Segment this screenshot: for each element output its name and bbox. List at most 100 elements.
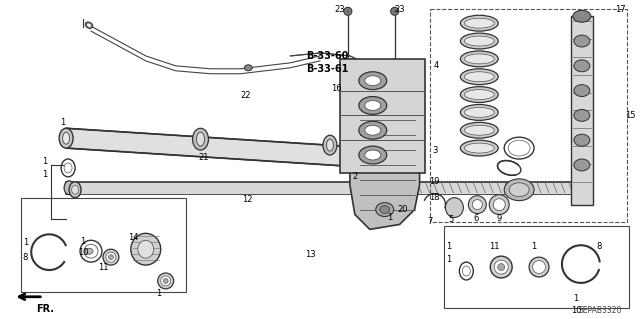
Text: 16: 16 xyxy=(331,84,341,93)
Text: 1: 1 xyxy=(573,294,579,303)
Ellipse shape xyxy=(574,134,590,146)
Ellipse shape xyxy=(574,181,584,195)
Text: B-33-61: B-33-61 xyxy=(306,64,348,74)
Ellipse shape xyxy=(508,140,530,156)
Ellipse shape xyxy=(460,105,498,120)
Text: 21: 21 xyxy=(198,152,209,161)
Ellipse shape xyxy=(460,122,498,138)
Text: 1: 1 xyxy=(446,255,451,263)
Ellipse shape xyxy=(445,198,463,218)
Text: 8: 8 xyxy=(22,253,28,262)
Ellipse shape xyxy=(380,205,390,213)
Ellipse shape xyxy=(494,260,508,274)
Ellipse shape xyxy=(359,97,387,115)
Ellipse shape xyxy=(390,7,399,15)
Text: 4: 4 xyxy=(434,61,439,70)
Ellipse shape xyxy=(509,183,529,197)
Bar xyxy=(444,226,628,308)
Ellipse shape xyxy=(472,200,483,210)
Text: B-33-60: B-33-60 xyxy=(306,51,348,61)
Ellipse shape xyxy=(462,266,470,276)
Text: 11: 11 xyxy=(98,263,108,271)
Ellipse shape xyxy=(468,196,486,213)
Ellipse shape xyxy=(460,140,498,156)
Ellipse shape xyxy=(326,139,333,151)
Ellipse shape xyxy=(465,72,494,82)
Ellipse shape xyxy=(465,18,494,28)
Text: 1: 1 xyxy=(61,118,66,127)
Ellipse shape xyxy=(573,10,591,22)
Text: 1: 1 xyxy=(531,242,537,251)
Ellipse shape xyxy=(529,257,549,277)
Text: 3: 3 xyxy=(432,145,437,155)
Text: 19: 19 xyxy=(429,177,440,186)
Ellipse shape xyxy=(103,249,119,265)
Text: 20: 20 xyxy=(397,205,408,214)
Text: 7: 7 xyxy=(427,217,432,226)
Ellipse shape xyxy=(359,72,387,90)
Ellipse shape xyxy=(85,22,93,28)
Ellipse shape xyxy=(489,195,509,214)
Text: 18: 18 xyxy=(429,193,440,202)
Ellipse shape xyxy=(344,7,352,15)
Ellipse shape xyxy=(460,51,498,67)
Ellipse shape xyxy=(72,185,79,194)
Ellipse shape xyxy=(84,244,98,258)
Bar xyxy=(571,16,593,204)
Text: 10: 10 xyxy=(571,306,581,315)
Ellipse shape xyxy=(59,128,73,148)
Ellipse shape xyxy=(376,203,394,217)
Ellipse shape xyxy=(106,252,116,262)
Text: 5: 5 xyxy=(449,215,454,224)
Ellipse shape xyxy=(69,182,81,198)
Ellipse shape xyxy=(161,276,171,286)
Text: 14: 14 xyxy=(129,233,139,242)
Ellipse shape xyxy=(365,76,381,85)
Text: 6: 6 xyxy=(474,214,479,223)
Ellipse shape xyxy=(365,125,381,135)
Bar xyxy=(429,9,627,222)
Ellipse shape xyxy=(465,125,494,135)
Text: 8: 8 xyxy=(596,242,602,251)
Text: 1: 1 xyxy=(22,238,28,247)
Ellipse shape xyxy=(465,54,494,64)
Ellipse shape xyxy=(196,132,205,146)
Ellipse shape xyxy=(465,108,494,117)
Ellipse shape xyxy=(323,135,337,155)
Ellipse shape xyxy=(460,69,498,85)
Ellipse shape xyxy=(131,234,161,265)
Ellipse shape xyxy=(365,100,381,110)
Ellipse shape xyxy=(460,87,498,102)
Ellipse shape xyxy=(86,23,92,27)
Ellipse shape xyxy=(63,132,70,144)
Ellipse shape xyxy=(460,33,498,49)
Text: 11: 11 xyxy=(489,242,499,251)
Ellipse shape xyxy=(359,121,387,139)
Ellipse shape xyxy=(574,60,590,72)
Ellipse shape xyxy=(359,146,387,164)
Text: 1: 1 xyxy=(446,242,451,251)
Text: 1: 1 xyxy=(81,237,86,246)
Ellipse shape xyxy=(244,65,252,71)
Text: 9: 9 xyxy=(497,214,502,223)
Ellipse shape xyxy=(493,199,505,211)
Ellipse shape xyxy=(64,163,72,173)
Text: 23: 23 xyxy=(335,5,345,14)
Text: SEPAB3320: SEPAB3320 xyxy=(579,306,622,315)
Text: 12: 12 xyxy=(242,195,253,204)
Ellipse shape xyxy=(465,90,494,100)
Text: 1: 1 xyxy=(43,170,48,179)
Text: 1: 1 xyxy=(43,158,48,167)
Ellipse shape xyxy=(465,143,494,153)
Bar xyxy=(66,182,579,194)
Text: 10: 10 xyxy=(78,248,88,257)
Ellipse shape xyxy=(64,181,74,195)
Ellipse shape xyxy=(163,278,168,283)
Polygon shape xyxy=(350,100,420,229)
Ellipse shape xyxy=(108,255,113,260)
Polygon shape xyxy=(66,128,375,168)
Text: 13: 13 xyxy=(305,250,316,259)
Text: 23: 23 xyxy=(394,5,405,14)
Ellipse shape xyxy=(157,273,173,289)
Ellipse shape xyxy=(193,128,209,150)
